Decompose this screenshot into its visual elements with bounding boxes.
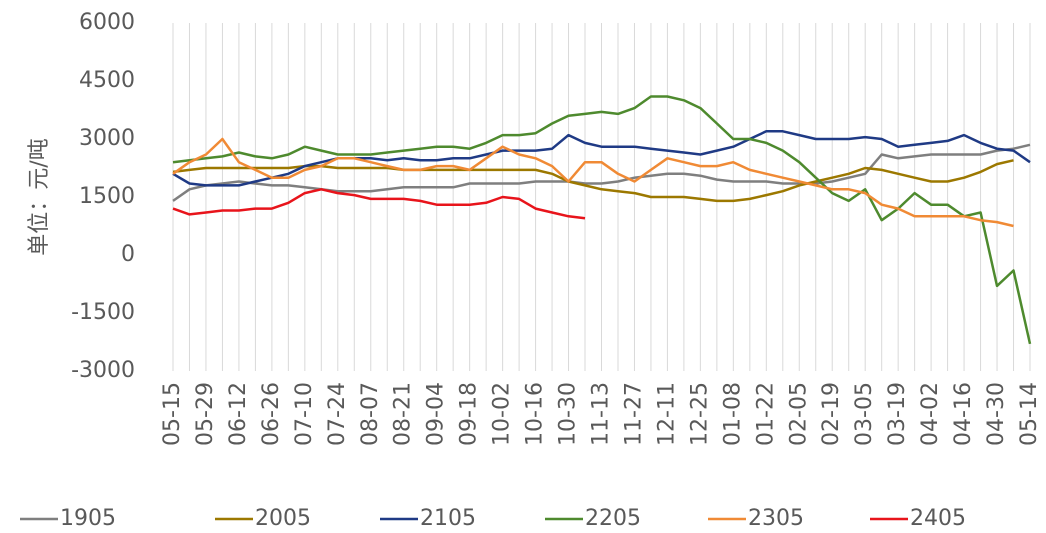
x-tick-label: 04-02 bbox=[918, 382, 943, 446]
x-tick-label: 01-08 bbox=[720, 382, 745, 446]
x-tick-label: 10-02 bbox=[490, 382, 515, 446]
x-tick-label: 11-27 bbox=[621, 382, 646, 446]
legend-label: 2305 bbox=[748, 506, 804, 531]
y-tick-label: 3000 bbox=[79, 126, 135, 151]
x-tick-label: 10-30 bbox=[556, 382, 581, 446]
x-tick-label: 02-19 bbox=[819, 382, 844, 446]
series-line bbox=[172, 159, 1014, 203]
x-tick-label: 11-13 bbox=[589, 382, 614, 446]
series-line bbox=[172, 95, 1032, 345]
x-tick-label: 01-22 bbox=[753, 382, 778, 446]
series-line bbox=[172, 137, 1014, 228]
x-tick-label: 04-16 bbox=[951, 382, 976, 446]
x-tick-label: 06-26 bbox=[259, 382, 284, 446]
x-tick-label: 03-05 bbox=[852, 382, 877, 446]
x-tick-label: 02-05 bbox=[786, 382, 811, 446]
legend-label: 2205 bbox=[585, 506, 641, 531]
x-tick-label: 05-14 bbox=[1017, 382, 1042, 446]
x-tick-label: 03-19 bbox=[885, 382, 910, 446]
legend-label: 2405 bbox=[910, 506, 966, 531]
x-tick-label: 12-25 bbox=[687, 382, 712, 446]
legend-label: 1905 bbox=[60, 506, 116, 531]
x-tick-label: 05-15 bbox=[160, 382, 185, 446]
x-tick-label: 10-16 bbox=[523, 382, 548, 446]
y-tick-label: 0 bbox=[121, 242, 135, 267]
y-tick-label: -3000 bbox=[71, 358, 135, 383]
x-tick-label: 07-24 bbox=[325, 382, 350, 446]
y-tick-label: 4500 bbox=[79, 68, 135, 93]
y-tick-label: -1500 bbox=[71, 300, 135, 325]
y-axis-label: 单位：元/吨 bbox=[27, 138, 52, 255]
x-tick-label: 04-30 bbox=[984, 382, 1009, 446]
x-tick-label: 09-04 bbox=[424, 382, 449, 446]
legend-label: 2105 bbox=[420, 506, 476, 531]
legend-label: 2005 bbox=[255, 506, 311, 531]
x-tick-label: 05-29 bbox=[193, 382, 218, 446]
series-line bbox=[172, 188, 586, 220]
y-tick-label: 6000 bbox=[79, 10, 135, 35]
x-tick-label: 08-07 bbox=[358, 382, 383, 446]
y-tick-label: 1500 bbox=[79, 184, 135, 209]
series-line bbox=[172, 130, 1031, 187]
series-line bbox=[172, 143, 1031, 202]
x-tick-label: 12-11 bbox=[654, 382, 679, 446]
x-tick-label: 07-10 bbox=[292, 382, 317, 446]
x-tick-label: 08-21 bbox=[391, 382, 416, 446]
x-tick-label: 09-18 bbox=[457, 382, 482, 446]
x-tick-label: 06-12 bbox=[226, 382, 251, 446]
